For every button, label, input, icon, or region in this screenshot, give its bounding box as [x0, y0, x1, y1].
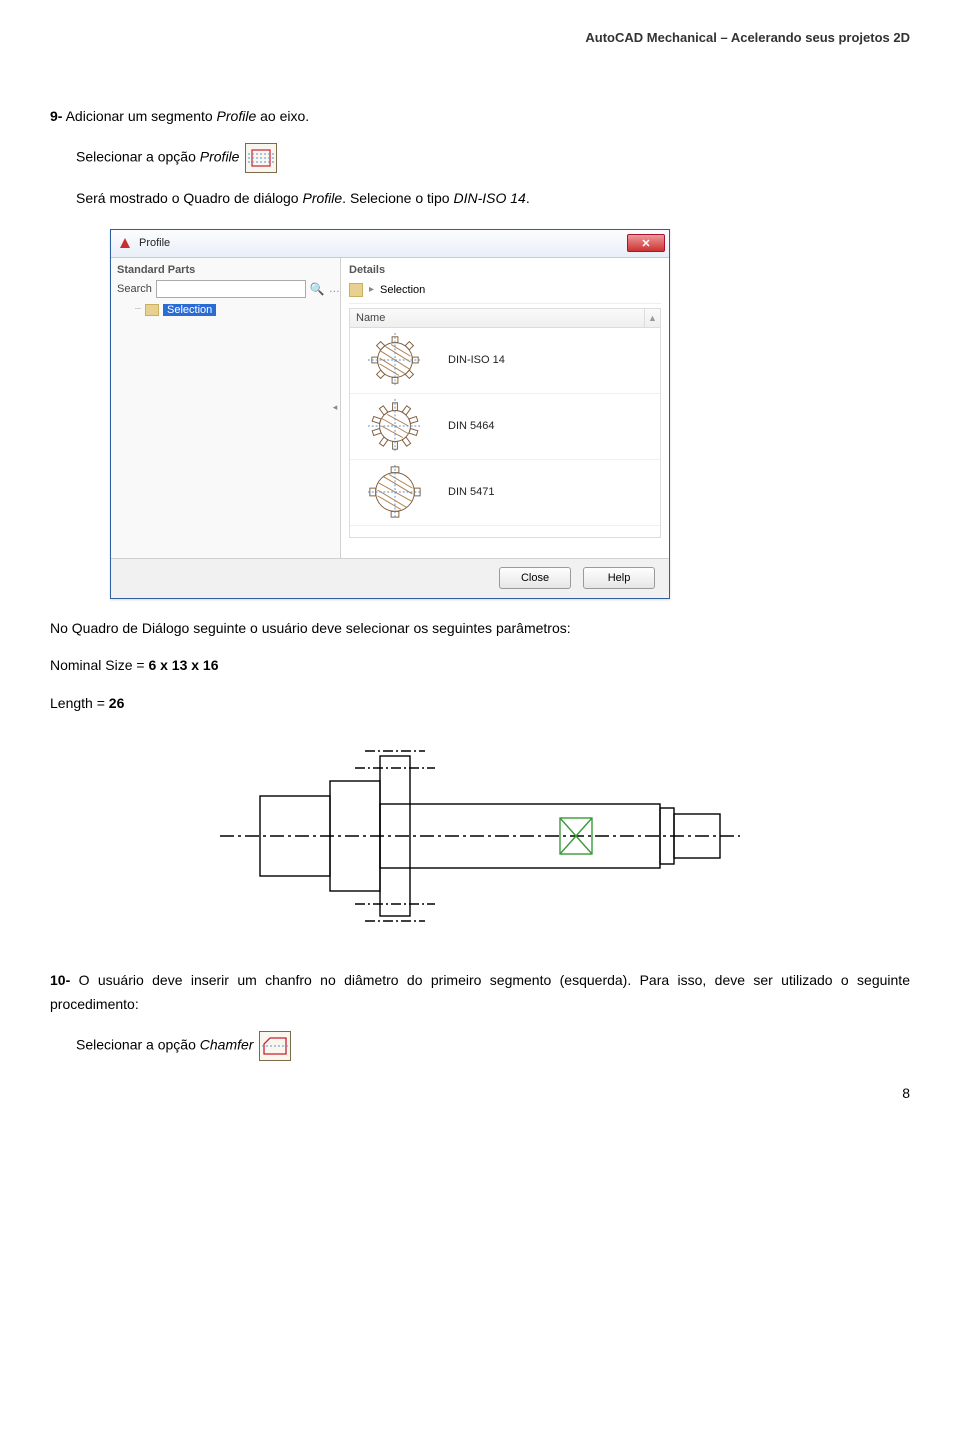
thumb-din-5464 — [350, 396, 440, 456]
dialog-body: Standard Parts Search 🔍 … ┈ Selection ◂ … — [111, 258, 669, 558]
chevron-left-icon: ◂ — [333, 402, 338, 413]
search-row: Search 🔍 … — [117, 280, 334, 298]
search-input[interactable] — [156, 280, 306, 298]
step9-line2a: Selecionar a opção — [76, 149, 200, 165]
step9-l3e: . — [526, 190, 530, 206]
row-label: DIN-ISO 14 — [440, 354, 660, 366]
list-header: Name ▲ — [349, 308, 661, 328]
length-label: Length = — [50, 695, 109, 711]
help-button[interactable]: Help — [583, 567, 655, 589]
tree-lines: ┈ — [135, 304, 141, 315]
nominal-label: Nominal Size = — [50, 657, 148, 673]
page-number: 8 — [50, 1085, 910, 1101]
chevron-right-icon: ▸ — [369, 284, 374, 295]
nominal-value: 6 x 13 x 16 — [148, 657, 218, 673]
dialog-title: Profile — [139, 237, 627, 249]
list-item[interactable]: DIN-ISO 14 — [350, 328, 660, 394]
tree-item-selection[interactable]: ┈ Selection — [135, 304, 334, 316]
splitter-handle[interactable]: ◂ — [329, 388, 341, 428]
params-intro: No Quadro de Diálogo seguinte o usuário … — [50, 617, 910, 641]
dialog-titlebar: Profile ✕ — [111, 230, 669, 258]
right-header: Details — [349, 264, 661, 276]
close-icon[interactable]: ✕ — [627, 234, 665, 252]
folder-icon — [145, 304, 159, 316]
app-icon — [117, 235, 133, 251]
step10-l2b: Chamfer — [200, 1036, 254, 1052]
breadcrumb: ▸ Selection — [349, 280, 661, 304]
details-list: DIN-ISO 14 — [349, 328, 661, 538]
step-9-line2: Selecionar a opção Profile — [76, 143, 910, 173]
list-item[interactable]: DIN 5471 — [350, 460, 660, 526]
param-nominal: Nominal Size = 6 x 13 x 16 — [50, 654, 910, 678]
search-icon[interactable]: 🔍 — [310, 281, 325, 297]
scroll-up-icon[interactable]: ▲ — [644, 309, 660, 327]
thumb-din-iso-14 — [350, 330, 440, 390]
search-more[interactable]: … — [329, 283, 340, 295]
step10-l2a: Selecionar a opção — [76, 1036, 200, 1052]
profile-icon — [245, 143, 277, 173]
breadcrumb-label: Selection — [380, 284, 425, 296]
step-10-line1: 10- O usuário deve inserir um chanfro no… — [50, 969, 910, 1017]
profile-dialog: Profile ✕ Standard Parts Search 🔍 … ┈ Se… — [110, 229, 670, 599]
dialog-right-panel: Details ▸ Selection Name ▲ — [341, 258, 669, 558]
shaft-drawing — [200, 736, 760, 939]
step-9-line1: 9- Adicionar um segmento Profile ao eixo… — [50, 105, 910, 129]
dialog-left-panel: Standard Parts Search 🔍 … ┈ Selection ◂ — [111, 258, 341, 558]
doc-header: AutoCAD Mechanical – Acelerando seus pro… — [50, 30, 910, 45]
row-label: DIN 5471 — [440, 486, 660, 498]
step9-line2b: Profile — [200, 149, 240, 165]
length-value: 26 — [109, 695, 125, 711]
step9-text-a: Adicionar um segmento — [66, 108, 217, 124]
search-label: Search — [117, 283, 152, 295]
left-header: Standard Parts — [117, 264, 334, 276]
step10-number: 10- — [50, 972, 70, 988]
step10-text: O usuário deve inserir um chanfro no diâ… — [50, 972, 910, 1012]
column-name[interactable]: Name — [350, 312, 644, 324]
step-10-line2: Selecionar a opção Chamfer — [76, 1031, 910, 1061]
step9-number: 9- — [50, 108, 62, 124]
row-label: DIN 5464 — [440, 420, 660, 432]
thumb-din-5471 — [350, 462, 440, 522]
step9-text-b: Profile — [217, 108, 257, 124]
step9-l3a: Será mostrado o Quadro de diálogo — [76, 190, 302, 206]
step9-l3b: Profile — [302, 190, 342, 206]
param-length: Length = 26 — [50, 692, 910, 716]
step-9-line3: Será mostrado o Quadro de diálogo Profil… — [76, 187, 910, 211]
list-item[interactable]: DIN 5464 — [350, 394, 660, 460]
tree: ┈ Selection — [135, 304, 334, 316]
close-button[interactable]: Close — [499, 567, 571, 589]
step9-l3d: DIN-ISO 14 — [453, 190, 525, 206]
chamfer-icon — [259, 1031, 291, 1061]
folder-icon — [349, 283, 363, 297]
tree-item-label: Selection — [163, 304, 216, 316]
step9-text-c: ao eixo. — [256, 108, 309, 124]
dialog-footer: Close Help — [111, 558, 669, 598]
step9-l3c: . Selecione o tipo — [342, 190, 453, 206]
